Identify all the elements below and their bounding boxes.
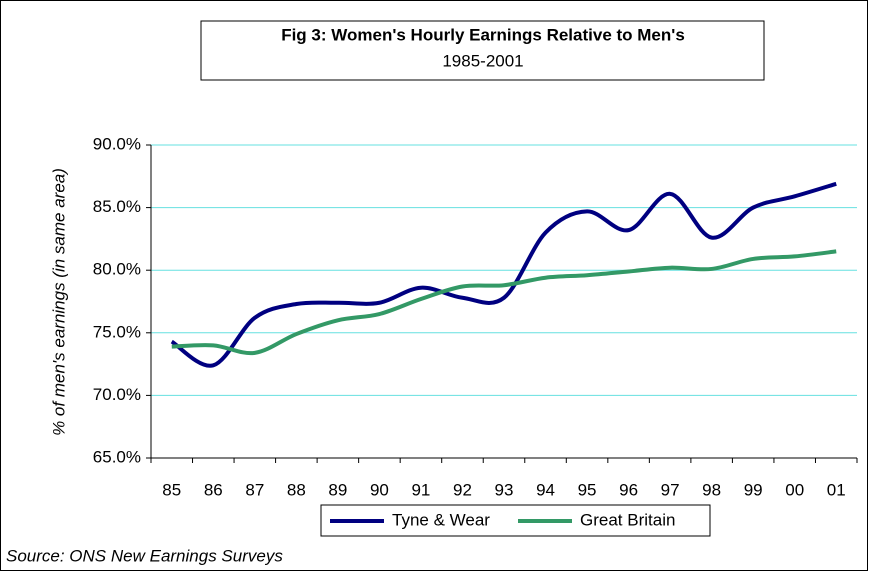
x-tick-label: 95	[578, 480, 597, 499]
y-tick-label: 85.0%	[93, 197, 141, 216]
x-tick-label: 97	[661, 480, 680, 499]
x-tick-label: 88	[287, 480, 306, 499]
series-line	[171, 249, 837, 356]
chart-subtitle: 1985-2001	[442, 51, 523, 70]
x-tick-label: 93	[495, 480, 514, 499]
x-tick-label: 90	[370, 480, 389, 499]
y-tick-label: 90.0%	[93, 134, 141, 153]
y-tick-label: 65.0%	[93, 447, 141, 466]
legend-label: Tyne & Wear	[392, 510, 490, 529]
title-box	[200, 20, 765, 81]
x-tick-label: 85	[162, 480, 181, 499]
x-tick-label: 96	[619, 480, 638, 499]
x-tick-label: 91	[411, 480, 430, 499]
x-tick-label: 01	[827, 480, 846, 499]
y-tick-label: 70.0%	[93, 385, 141, 404]
legend-label: Great Britain	[580, 510, 675, 529]
x-tick-label: 98	[702, 480, 721, 499]
x-tick-label: 94	[536, 480, 555, 499]
legend-box	[320, 504, 711, 537]
source-note: Source: ONS New Earnings Surveys	[6, 546, 283, 565]
series-line	[170, 181, 837, 368]
x-tick-label: 00	[785, 480, 804, 499]
chart-title: Fig 3: Women's Hourly Earnings Relative …	[281, 25, 685, 44]
x-tick-label: 99	[744, 480, 763, 499]
y-tick-label: 80.0%	[93, 260, 141, 279]
x-tick-label: 86	[204, 480, 223, 499]
y-tick-label: 75.0%	[93, 322, 141, 341]
x-tick-label: 92	[453, 480, 472, 499]
x-tick-label: 89	[328, 480, 347, 499]
y-axis-title: % of men's earnings (in same area)	[49, 168, 68, 436]
x-tick-label: 87	[245, 480, 264, 499]
